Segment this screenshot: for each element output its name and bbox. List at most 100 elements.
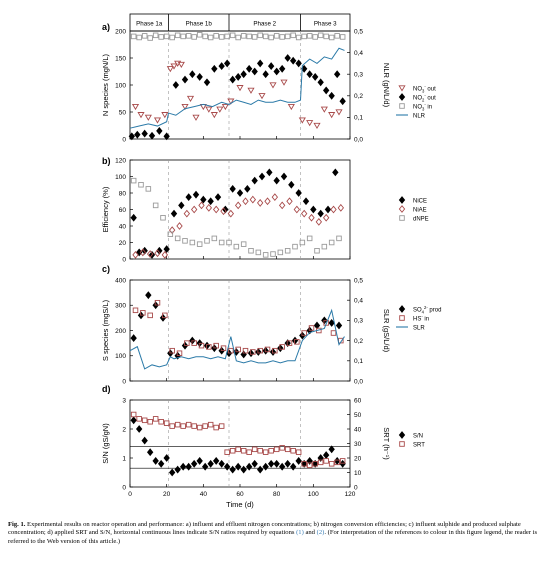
data-point [246,449,252,455]
data-point [317,32,324,39]
y2-tick-label: 40 [354,426,362,433]
y2-axis-label: SRT (h⁻¹) [382,427,391,460]
y-tick-label: 80 [119,190,127,197]
data-point [218,423,225,429]
data-point [213,33,219,39]
data-point [236,189,244,197]
data-point [210,112,218,119]
data-point [251,34,258,40]
data-point [157,459,165,468]
data-point [161,112,169,119]
y-tick-label: 50 [119,109,127,116]
data-point [234,72,242,81]
phase-label: Phase 1b [186,21,213,28]
caption-ref-2[interactable]: (2) [316,529,325,537]
data-point [229,32,236,39]
data-point [300,459,308,468]
legend-label: NiCE [413,199,427,205]
data-point [131,103,140,111]
data-point [323,458,329,464]
data-point [256,198,264,207]
data-point [337,203,345,212]
data-point [212,205,220,214]
data-point [262,449,269,455]
y2-tick-label: 10 [354,470,362,477]
panel-label: d) [102,384,111,394]
y-axis-label: S species (mgS/L) [101,299,110,361]
legend-marker [399,441,405,447]
data-point [192,114,200,121]
y-tick-label: 200 [115,28,126,35]
data-point [214,193,222,202]
data-point [240,241,247,247]
data-point [264,197,271,206]
legend-marker [398,431,406,439]
legend-label: NLR [413,114,426,120]
data-point [277,249,284,256]
data-point [220,207,227,216]
data-point [242,197,249,206]
data-point [240,448,247,454]
data-point [313,321,321,330]
data-point [256,59,264,68]
data-point [317,78,324,87]
data-point [203,78,211,87]
y-tick-label: 150 [115,55,126,62]
y2-tick-label: 0,4 [354,298,363,305]
caption-ref-1[interactable]: (1) [296,529,304,537]
data-point [174,235,181,242]
data-point [333,456,341,465]
data-point [154,299,161,306]
legend-marker [399,215,405,221]
phase-label: Phase 2 [253,21,276,28]
data-point [190,205,198,214]
data-point [284,339,291,348]
data-point [339,459,346,468]
y2-tick-label: 0,2 [354,93,363,100]
data-point [207,421,214,428]
data-point [295,189,302,197]
data-point [169,423,175,429]
data-point [145,291,152,300]
data-point [181,75,189,84]
legend-label: NO3- out [413,84,436,93]
data-point [270,251,276,257]
data-point [262,346,269,355]
data-point [332,168,339,177]
y-tick-label: 60 [119,207,127,214]
data-point [181,103,189,111]
data-point [212,456,220,465]
data-point [242,347,249,354]
data-point [148,131,156,140]
data-point [220,345,227,351]
phase-strip [129,13,351,32]
data-point [161,250,169,259]
data-point [240,465,247,474]
data-point [134,130,141,139]
data-point [256,465,264,474]
data-point [289,56,297,65]
data-point [262,70,269,79]
y-axis-label: Efficiency (%) [101,186,110,232]
data-point [273,176,280,185]
y-tick-label: 100 [115,353,126,360]
data-point [279,344,285,350]
data-point [322,86,330,95]
panel-label: b) [102,156,111,166]
data-point [251,176,258,185]
data-point [213,342,219,349]
data-point [257,448,263,454]
x-tick-label: 0 [128,491,132,498]
data-point [247,349,255,358]
data-point [130,411,137,418]
data-point [132,250,139,259]
data-point [178,201,185,210]
data-point [218,459,225,468]
data-point [330,205,337,214]
data-point [135,425,143,433]
data-point [328,461,335,467]
data-point [236,85,244,92]
data-point [284,446,291,453]
data-point [196,424,203,431]
data-point [235,446,241,453]
